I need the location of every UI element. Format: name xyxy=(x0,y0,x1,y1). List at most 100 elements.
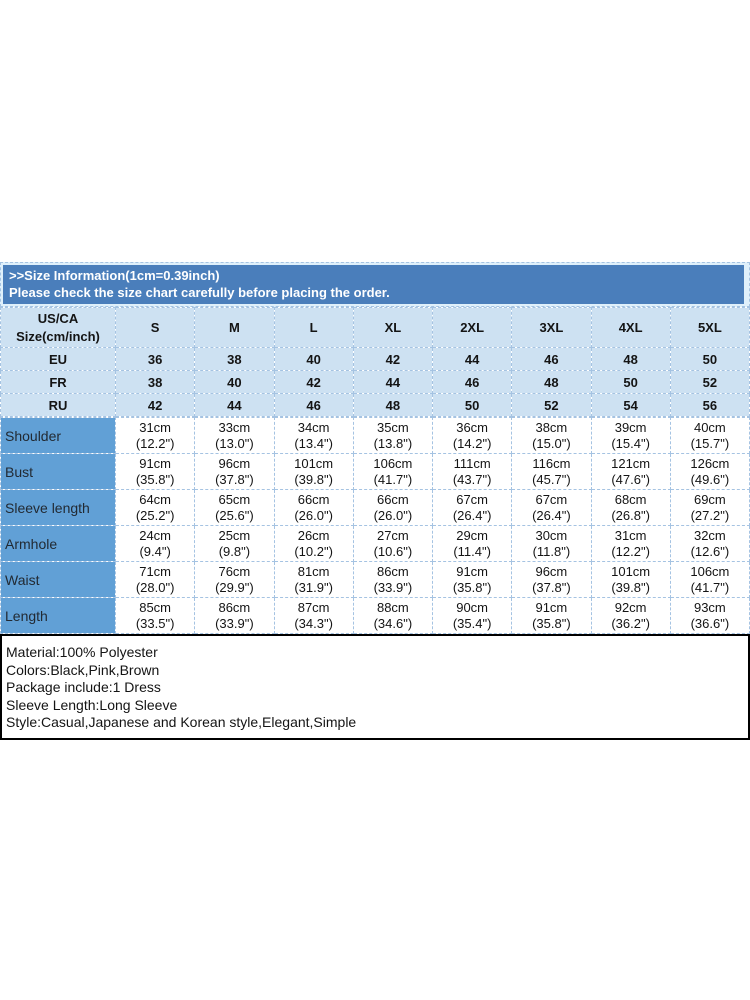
measurement-inch: (13.4") xyxy=(294,435,333,451)
corner-line1: US/CA xyxy=(37,310,79,326)
measurement-inch: (49.6") xyxy=(690,471,730,487)
measurement-value-cell: 33cm (13.0") xyxy=(194,417,275,454)
measurement-value-cell: 91cm (35.8") xyxy=(511,597,592,634)
measurement-cm: 24cm xyxy=(139,527,172,543)
size-value-cell: 54 xyxy=(590,393,671,417)
size-value-cell: 50 xyxy=(431,393,513,417)
size-value-cell: 40 xyxy=(194,370,275,394)
measurement-value-cell: 69cm (27.2") xyxy=(669,489,750,526)
measurement-cm: 64cm xyxy=(139,491,172,507)
measurement-inch: (41.7") xyxy=(373,471,413,487)
measurement-row-label: Waist xyxy=(0,561,116,598)
measurement-cm: 65cm xyxy=(218,491,251,507)
size-value-cell: 40 xyxy=(273,347,354,371)
measurement-value-cell: 85cm (33.5") xyxy=(114,597,196,634)
measurement-inch: (45.7") xyxy=(532,471,571,487)
size-column-header: L xyxy=(273,307,354,348)
measurement-cm: 91cm xyxy=(139,455,172,471)
measurement-row: Bust 91cm (35.8") 96cm (37.8") 101cm (39.8") 10… xyxy=(0,453,750,490)
measurement-cm: 85cm xyxy=(139,599,172,615)
measurement-value-cell: 92cm (36.2") xyxy=(590,597,671,634)
size-value-cell: 46 xyxy=(431,370,513,394)
measurement-cm: 25cm xyxy=(218,527,251,543)
measurement-cm: 35cm xyxy=(376,419,409,435)
size-value-cell: 38 xyxy=(114,370,196,394)
detail-sleeve-length: Sleeve Length:Long Sleeve xyxy=(6,696,178,713)
measurement-inch: (31.9") xyxy=(294,579,333,595)
measurement-inch: (36.2") xyxy=(611,615,650,631)
measurement-inch: (34.6") xyxy=(373,615,413,631)
banner-subtitle: Please check the size chart carefully be… xyxy=(9,285,390,300)
size-value-cell: 44 xyxy=(194,393,275,417)
measurement-value-cell: 88cm (34.6") xyxy=(352,597,434,634)
measurement-value-cell: 26cm (10.2") xyxy=(273,525,354,562)
measurement-value-cell: 106cm (41.7") xyxy=(352,453,434,490)
size-row-label: RU xyxy=(0,393,116,417)
size-value-cell: 56 xyxy=(669,393,750,417)
measurement-value-cell: 32cm (12.6") xyxy=(669,525,750,562)
measurement-value-cell: 91cm (35.8") xyxy=(114,453,196,490)
measurement-inch: (10.6") xyxy=(373,543,413,559)
measurement-inch: (15.0") xyxy=(532,435,571,451)
measurement-row: Waist 71cm (28.0") 76cm (29.9") 81cm (31.9") 86… xyxy=(0,561,750,598)
size-value-cell: 48 xyxy=(590,347,671,371)
measurement-value-cell: 71cm (28.0") xyxy=(114,561,196,598)
size-column-header: S xyxy=(114,307,196,348)
measurement-cm: 68cm xyxy=(614,491,647,507)
measurement-inch: (35.8") xyxy=(532,615,571,631)
measurement-cm: 121cm xyxy=(611,455,651,471)
measurement-value-cell: 24cm (9.4") xyxy=(114,525,196,562)
measurement-inch: (33.9") xyxy=(373,579,413,595)
size-value-cell: 50 xyxy=(669,347,750,371)
measurement-cm: 81cm xyxy=(297,563,330,579)
measurement-inch: (13.8") xyxy=(373,435,413,451)
measurement-inch: (37.8") xyxy=(215,471,254,487)
measurement-inch: (37.8") xyxy=(532,579,571,595)
detail-colors: Colors:Black,Pink,Brown xyxy=(6,661,160,678)
measurement-value-cell: 29cm (11.4") xyxy=(431,525,513,562)
measurement-value-cell: 111cm (43.7") xyxy=(431,453,513,490)
measurement-inch: (12.2") xyxy=(611,543,650,559)
measurement-cm: 69cm xyxy=(693,491,726,507)
measurement-inch: (25.6") xyxy=(215,507,254,523)
measurement-inch: (26.0") xyxy=(373,507,413,523)
measurement-cm: 111cm xyxy=(453,455,491,471)
measurement-inch: (26.0") xyxy=(294,507,333,523)
size-value-cell: 42 xyxy=(114,393,196,417)
measurement-row-label: Length xyxy=(0,597,116,634)
measurement-row-label: Bust xyxy=(0,453,116,490)
corner-line2: Size(cm/inch) xyxy=(16,328,100,344)
measurement-inch: (41.7") xyxy=(690,579,730,595)
measurement-inch: (9.4") xyxy=(139,543,171,559)
detail-package: Package include:1 Dress xyxy=(6,679,161,695)
measurement-cm: 36cm xyxy=(456,419,489,435)
measurement-inch: (36.6") xyxy=(690,615,730,631)
measurement-inch: (14.2") xyxy=(452,435,492,451)
measurement-value-cell: 116cm (45.7") xyxy=(511,453,592,490)
size-column-header: M xyxy=(194,307,275,348)
measurement-inch: (39.8") xyxy=(611,579,650,595)
measurement-row: Shoulder 31cm (12.2") 33cm (13.0") 34cm (13.4"… xyxy=(0,417,750,454)
measurement-cm: 87cm xyxy=(297,599,330,615)
measurement-value-cell: 81cm (31.9") xyxy=(273,561,354,598)
measurement-inch: (39.8") xyxy=(294,471,333,487)
measurement-cm: 67cm xyxy=(535,491,568,507)
measurement-cm: 106cm xyxy=(690,563,730,579)
banner-wrap: >>Size Information(1cm=0.39inch) Please … xyxy=(0,262,750,307)
measurement-inch: (27.2") xyxy=(690,507,730,523)
measurement-cm: 40cm xyxy=(693,419,726,435)
measurement-cm: 66cm xyxy=(376,491,409,507)
measurement-value-cell: 31cm (12.2") xyxy=(590,525,671,562)
measurement-inch: (35.8") xyxy=(135,471,175,487)
measurement-inch: (43.7") xyxy=(452,471,492,487)
size-row: RU 42 44 46 48 50 52 54 56 xyxy=(0,393,750,417)
measurement-inch: (26.8") xyxy=(611,507,650,523)
measurement-value-cell: 76cm (29.9") xyxy=(194,561,275,598)
measurement-cm: 96cm xyxy=(535,563,568,579)
measurement-table: Shoulder 31cm (12.2") 33cm (13.0") 34cm (13.4"… xyxy=(0,417,750,634)
measurement-value-cell: 101cm (39.8") xyxy=(273,453,354,490)
size-value-cell: 38 xyxy=(194,347,275,371)
measurement-row: Armhole 24cm (9.4") 25cm (9.8") 26cm (10.2") 27… xyxy=(0,525,750,562)
size-value-cell: 44 xyxy=(352,370,434,394)
measurement-value-cell: 64cm (25.2") xyxy=(114,489,196,526)
